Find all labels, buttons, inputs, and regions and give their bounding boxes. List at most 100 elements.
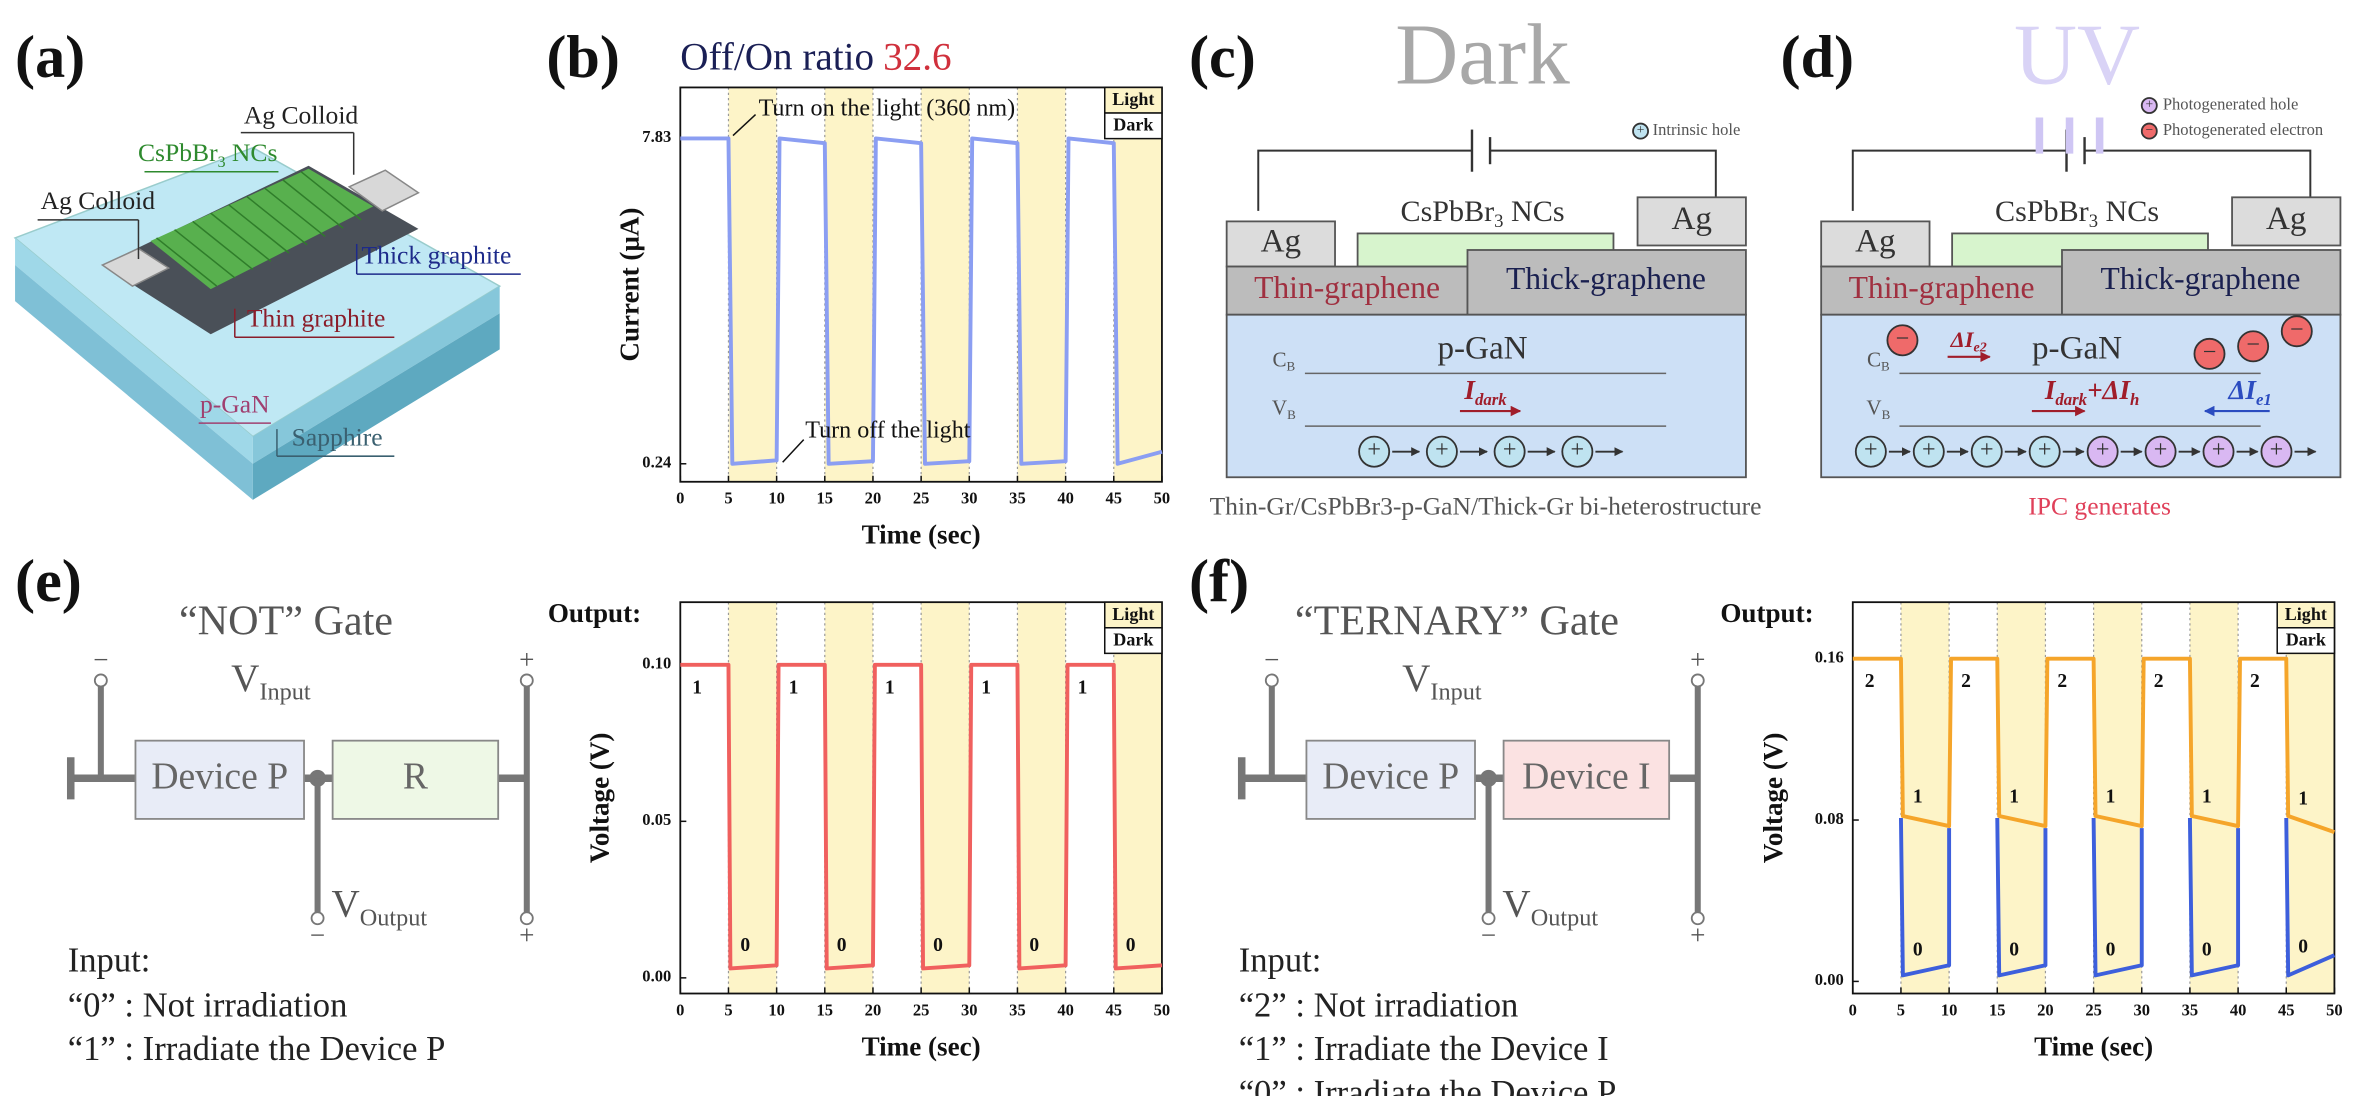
hole-symbol: + [1435, 437, 1449, 463]
nc-texture [210, 212, 272, 262]
legend-label: Dark [2286, 629, 2327, 649]
y-tick-label: 0.05 [642, 810, 671, 829]
x-tick-label: 30 [961, 489, 978, 508]
legend-label: Photogenerated hole [2163, 94, 2299, 113]
terminal-label: VInput [231, 657, 311, 705]
hole-symbol: + [1571, 437, 1585, 463]
wire [1490, 149, 1717, 198]
device-label: Device I [1522, 755, 1650, 797]
caption: IPC generates [2028, 492, 2171, 521]
label-part: V [331, 883, 359, 926]
label-part: V [1502, 883, 1530, 926]
input-line: “0” : Not irradiation [68, 986, 348, 1024]
hole [2260, 435, 2293, 468]
nc-texture [156, 237, 218, 287]
state-label: 0 [2202, 940, 2212, 961]
legend-dark [1103, 627, 1163, 655]
x-tick-label: 50 [1154, 489, 1171, 508]
electron-symbol: − [1896, 326, 1910, 352]
y-tick-label: 0.00 [642, 967, 671, 986]
nanocrystals [150, 168, 374, 290]
state-label: 0 [1126, 935, 1136, 956]
annotation: p-GaN [200, 389, 270, 418]
hole-symbol: + [2154, 437, 2168, 463]
polarity: − [1481, 920, 1496, 950]
nc-texture [246, 195, 308, 246]
label-part: NCs [1504, 194, 1565, 228]
device-box [134, 739, 305, 820]
data-line [680, 136, 1163, 466]
y-tick-label: 7.83 [642, 127, 671, 146]
label-part: e1 [2256, 390, 2272, 409]
ag-electrode [1636, 196, 1747, 247]
polarity: + [1690, 920, 1705, 950]
device-box [1305, 739, 1476, 820]
x-tick-label: 10 [768, 1000, 785, 1019]
x-tick-label: 10 [768, 489, 785, 508]
label-part: ΔI [2227, 375, 2257, 405]
label-part: B [1881, 359, 1890, 374]
state-label: 2 [2250, 671, 2260, 692]
state-label: 1 [2009, 787, 2019, 808]
legend-label: Photogenerated electron [2163, 120, 2324, 139]
label-part: CsPbBr [1995, 194, 2089, 228]
x-tick-label: 45 [1106, 1000, 1123, 1019]
label-part: V [231, 657, 259, 700]
layer-label: Thick-graphene [2100, 261, 2300, 296]
light-band [824, 87, 873, 482]
label-part: V [1402, 657, 1430, 700]
label-part: B [1287, 359, 1296, 374]
sapphire-side [252, 313, 500, 500]
light-band [1017, 602, 1066, 994]
x-tick-label: 45 [2278, 1000, 2295, 1019]
panel-label: (a) [15, 24, 85, 91]
hole-symbol: + [2038, 437, 2052, 463]
band-label: CB [1867, 347, 1890, 373]
current-label: ΔIe2 [1950, 327, 1987, 356]
label-part: CsPbBr [1401, 194, 1495, 228]
state-label: 1 [2202, 787, 2212, 808]
terminal-label: VInput [1402, 657, 1482, 705]
ag-electrode [1225, 220, 1336, 268]
terminal [1690, 911, 1705, 926]
label-part: V [1866, 395, 1881, 419]
legend-hole [2140, 97, 2158, 114]
hole-symbol: + [1864, 437, 1878, 463]
x-tick-label: 30 [2133, 1000, 2150, 1019]
ratio-value: 32.6 [883, 35, 951, 78]
state-label: 0 [933, 935, 943, 956]
device-label: Device P [151, 755, 288, 797]
annotation-leader [732, 113, 757, 137]
light-band [921, 87, 970, 482]
legend-label: Light [1112, 604, 1154, 624]
polarity: + [519, 645, 534, 675]
label-part: B [1287, 407, 1296, 422]
panel-label: (b) [546, 24, 620, 91]
label-part: I [2044, 375, 2057, 405]
label-part: Output [360, 904, 428, 931]
x-tick-label: 40 [2230, 1000, 2247, 1019]
hole [2202, 435, 2235, 468]
wire [1257, 149, 1472, 211]
hole-symbol: + [1922, 437, 1936, 463]
hole-symbol: + [2212, 437, 2226, 463]
x-tick-label: 20 [865, 489, 882, 508]
legend-label: Light [1112, 89, 1154, 109]
state-label: 2 [2057, 671, 2067, 692]
hole-symbol: + [1367, 437, 1381, 463]
x-tick-label: 35 [1009, 489, 1026, 508]
light-band [1113, 602, 1162, 994]
hole-symbol: + [1503, 437, 1517, 463]
label-part: 3 [218, 153, 226, 170]
legend-label: Dark [1113, 629, 1154, 649]
x-tick-label: 50 [1154, 1000, 1171, 1019]
state-label: 0 [2106, 940, 2116, 961]
input-line: “1” : Irradiate the Device I [1239, 1030, 1609, 1068]
y-tick-label: 0.08 [1815, 809, 1844, 828]
label-part: e2 [1974, 341, 1987, 356]
x-tick-label: 15 [1989, 1000, 2006, 1019]
x-tick-label: 45 [1106, 489, 1123, 508]
thick-graphene [2061, 249, 2342, 316]
state-label: 1 [2106, 787, 2116, 808]
terminal [1481, 911, 1496, 926]
